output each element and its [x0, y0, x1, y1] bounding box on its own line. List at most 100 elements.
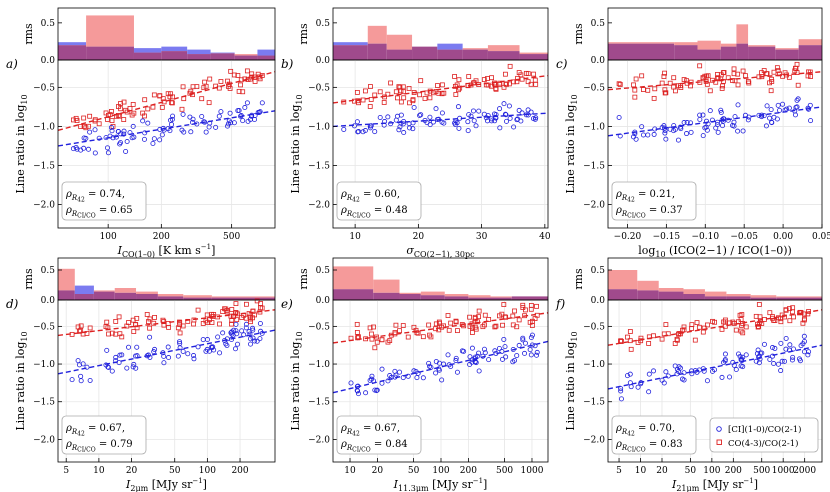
- legend-label-co43: CO(4-3)/CO(2-1): [728, 438, 798, 449]
- legend-marker-co43: [716, 439, 722, 445]
- point-co43: [486, 317, 492, 322]
- point-co43: [427, 88, 433, 94]
- point-co43: [511, 79, 516, 85]
- point-co43: [177, 319, 182, 325]
- point-co43: [720, 83, 725, 89]
- point-ci: [396, 127, 402, 133]
- rms-axis-label: rms: [22, 23, 35, 45]
- xtick-label: 500: [223, 232, 240, 242]
- point-ci: [159, 132, 165, 138]
- stats-box-frame: [611, 181, 697, 221]
- xtick-label: −0.15: [653, 232, 681, 242]
- point-co43: [482, 312, 488, 318]
- point-ci: [252, 112, 258, 118]
- point-co43: [662, 90, 668, 96]
- rms-bar-ci: [74, 285, 94, 294]
- point-co43: [532, 316, 538, 321]
- point-co43: [426, 322, 432, 328]
- rms-bar-overlap: [157, 296, 184, 300]
- point-ci: [703, 118, 709, 124]
- xtick-label: 10: [93, 466, 105, 476]
- point-ci: [519, 110, 525, 116]
- point-co43: [673, 88, 678, 94]
- point-co43: [638, 338, 644, 344]
- point-co43: [482, 322, 487, 328]
- point-ci: [119, 352, 125, 358]
- point-co43: [445, 313, 451, 318]
- point-co43: [377, 89, 383, 95]
- point-ci: [92, 127, 98, 133]
- point-ci: [385, 114, 391, 120]
- point-co43: [405, 334, 411, 340]
- point-ci: [672, 363, 678, 369]
- point-ci: [764, 103, 770, 109]
- point-co43: [194, 84, 200, 90]
- point-co43: [795, 82, 801, 88]
- point-ci: [243, 321, 249, 327]
- main-axes-frame: [57, 59, 276, 229]
- point-co43: [755, 324, 761, 330]
- point-co43: [177, 322, 183, 328]
- point-co43: [175, 325, 181, 331]
- point-co43: [780, 73, 785, 79]
- ytick-label: −2.0: [33, 201, 55, 211]
- point-ci: [740, 364, 746, 370]
- point-co43: [167, 94, 173, 100]
- point-ci: [757, 356, 763, 362]
- point-co43: [231, 72, 237, 78]
- point-ci: [150, 140, 156, 146]
- point-co43: [239, 315, 245, 320]
- point-co43: [354, 321, 360, 327]
- point-ci: [777, 107, 783, 113]
- point-co43: [740, 68, 746, 74]
- point-ci: [157, 137, 163, 143]
- rms-bar-ci: [257, 49, 275, 56]
- point-co43: [202, 79, 208, 85]
- point-co43: [461, 323, 467, 329]
- legend-frame: [709, 417, 819, 453]
- x-axis-label: I2μm [MJy sr−1]: [125, 477, 207, 492]
- point-ci: [223, 341, 229, 347]
- point-ci: [514, 353, 520, 359]
- rms-bar-co43: [399, 292, 421, 294]
- point-ci: [469, 359, 475, 365]
- point-ci: [807, 102, 813, 108]
- point-ci: [772, 345, 778, 351]
- point-ci: [718, 110, 724, 116]
- point-ci: [696, 367, 702, 373]
- point-co43: [808, 74, 813, 79]
- point-ci: [688, 129, 694, 135]
- point-co43: [229, 318, 235, 323]
- point-co43: [223, 306, 229, 312]
- point-ci: [651, 131, 657, 137]
- point-co43: [147, 316, 153, 322]
- point-ci: [169, 121, 175, 127]
- point-ci: [640, 132, 646, 138]
- point-co43: [116, 314, 122, 320]
- point-ci: [385, 378, 391, 384]
- ytick-label: −1.5: [308, 161, 330, 171]
- point-co43: [393, 89, 399, 95]
- panel-label: e): [281, 297, 293, 311]
- point-ci: [754, 351, 760, 357]
- x-axis-label: σCO(2−1), 30pc: [406, 244, 475, 259]
- point-ci: [534, 352, 540, 358]
- point-co43: [117, 113, 123, 119]
- point-ci: [806, 349, 812, 355]
- point-ci: [797, 358, 803, 364]
- point-co43: [515, 75, 520, 81]
- point-co43: [104, 319, 110, 325]
- point-co43: [109, 330, 115, 336]
- point-ci: [520, 337, 526, 343]
- fit-line-co43: [57, 71, 276, 132]
- point-ci: [151, 136, 157, 142]
- point-ci: [252, 338, 258, 344]
- point-co43: [406, 86, 412, 91]
- point-ci: [720, 123, 726, 129]
- point-ci: [203, 129, 209, 135]
- point-co43: [96, 121, 102, 127]
- point-co43: [379, 337, 385, 343]
- rms-ytick-label: 0.0: [316, 56, 331, 66]
- rms-bar-overlap: [750, 297, 777, 300]
- rms-bar-overlap: [367, 43, 387, 60]
